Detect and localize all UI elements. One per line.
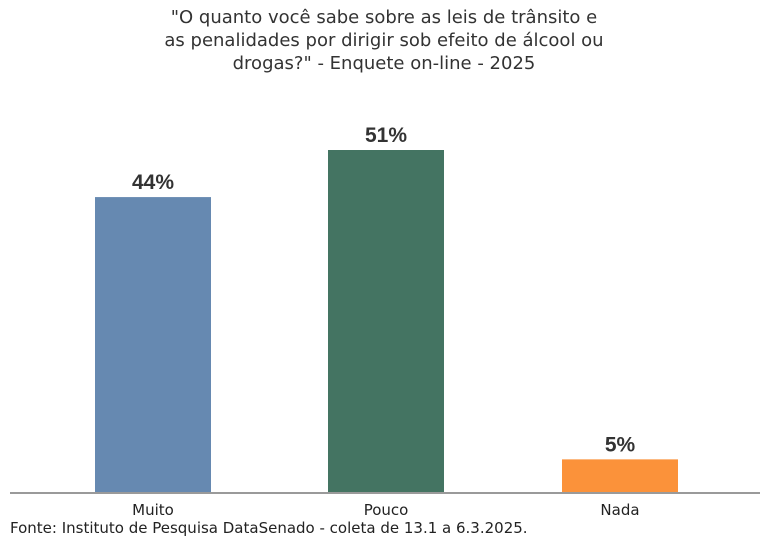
x-tick-labels-layer: Muito Pouco Nada <box>132 501 639 519</box>
x-tick-label-muito: Muito <box>132 501 174 519</box>
bar-pouco <box>328 150 444 493</box>
x-tick-label-pouco: Pouco <box>364 501 409 519</box>
value-labels-layer: 44% 51% 5% <box>132 124 636 456</box>
value-label-nada: 5% <box>605 433 636 456</box>
source-note: Fonte: Instituto de Pesquisa DataSenado … <box>10 519 528 537</box>
chart-title-line-1: "O quanto você sabe sobre as leis de trâ… <box>170 7 598 28</box>
bar-muito <box>95 197 211 493</box>
value-label-muito: 44% <box>132 171 174 194</box>
chart-title-line-2: as penalidades por dirigir sob efeito de… <box>164 30 604 51</box>
chart-title: "O quanto você sabe sobre as leis de trâ… <box>0 6 768 75</box>
x-tick-label-nada: Nada <box>600 501 639 519</box>
bars-layer <box>95 150 678 493</box>
chart-title-line-3: drogas?" - Enquete on-line - 2025 <box>232 53 536 74</box>
value-label-pouco: 51% <box>365 124 407 147</box>
bar-nada <box>562 459 678 493</box>
